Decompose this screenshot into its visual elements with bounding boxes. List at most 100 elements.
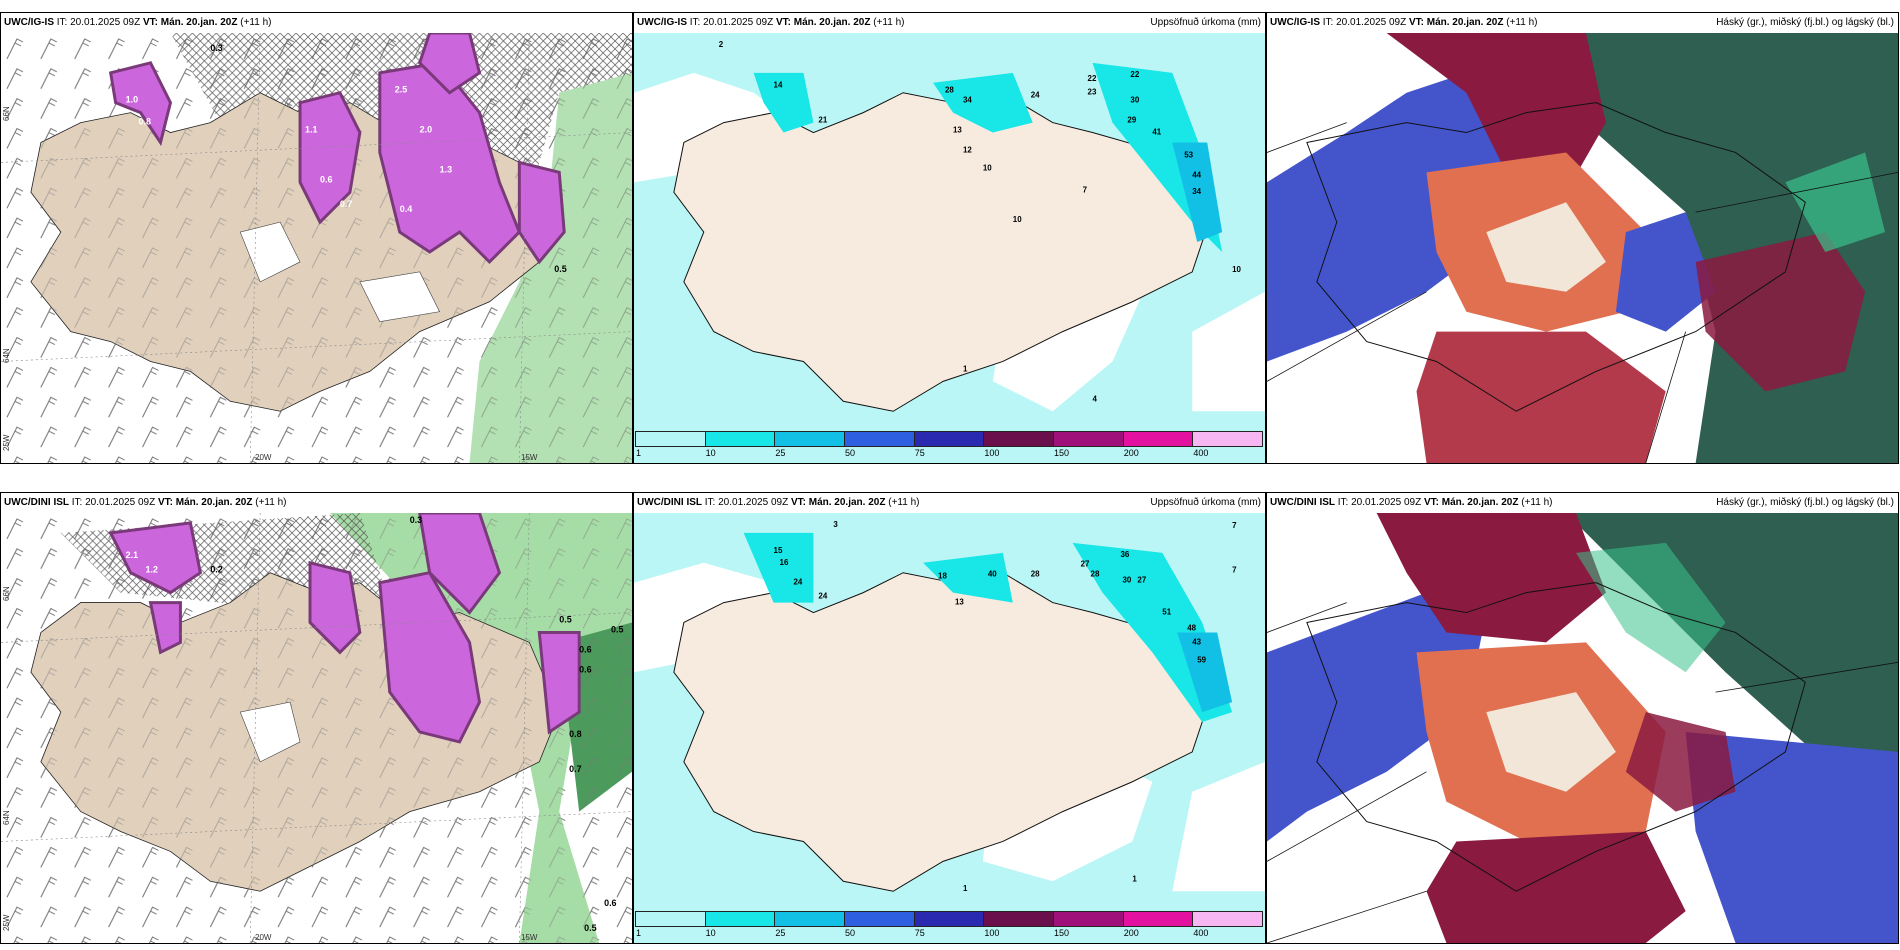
map-canvas xyxy=(1267,513,1898,943)
precip-value: 1 xyxy=(963,884,968,893)
valid-time-label: VT: xyxy=(775,17,791,28)
snow-value: 0.8 xyxy=(569,729,581,739)
snow-value: 2.1 xyxy=(126,550,138,560)
map-canvas xyxy=(1267,33,1898,463)
snow-value: 0.6 xyxy=(579,664,591,674)
precip-value: 21 xyxy=(818,116,827,125)
precip-value: 43 xyxy=(1192,637,1201,646)
lon-label: 20W xyxy=(255,933,272,942)
map-canvas: 3 15 16 24 24 18 13 40 28 27 28 36 30 27… xyxy=(634,513,1265,943)
panel-header: UWC/DINI ISL IT: 20.01.2025 09Z VT: Mán.… xyxy=(1,493,632,513)
colorbar-tick: 50 xyxy=(845,448,856,458)
colorbar-tick: 25 xyxy=(775,928,786,938)
model-name: UWC/IG-IS xyxy=(1270,17,1320,28)
precip-value: 28 xyxy=(1091,570,1100,579)
map-panel-top-right: UWC/IG-IS IT: 20.01.2025 09Z VT: Mán. 20… xyxy=(1266,12,1899,464)
precip-value: 53 xyxy=(1184,150,1193,159)
colorbar-bin xyxy=(983,911,1055,927)
precip-value: 34 xyxy=(1192,187,1201,196)
snow-value: 0.4 xyxy=(400,204,412,214)
snow-value: 0.3 xyxy=(210,43,222,53)
colorbar-bin xyxy=(1192,431,1264,447)
lat-label: 64N xyxy=(2,810,11,825)
colorbar-bin xyxy=(913,911,985,927)
valid-time-label: VT: xyxy=(142,17,158,28)
init-time: IT: 20.01.2025 09Z xyxy=(71,497,156,508)
snow-value: 2.0 xyxy=(420,125,432,135)
lat-label: 66N xyxy=(2,106,11,121)
colorbar-tick: 400 xyxy=(1193,928,1209,938)
lon-label: 25W xyxy=(2,434,11,451)
colorbar-tick: 75 xyxy=(914,448,925,458)
lead-time: (+11 h) xyxy=(1506,17,1538,28)
valid-time: Mán. 20.jan. 20Z xyxy=(175,497,253,508)
snow-value: 0.6 xyxy=(320,174,332,184)
lead-time: (+11 h) xyxy=(1521,497,1553,508)
map-panel-bottom-right: UWC/DINI ISL IT: 20.01.2025 09Z VT: Mán.… xyxy=(1266,492,1899,944)
colorbar-tick: 400 xyxy=(1193,448,1209,458)
precip-value: 34 xyxy=(963,96,972,105)
init-time: IT: 20.01.2025 09Z xyxy=(1322,17,1407,28)
colorbar-bin xyxy=(844,431,915,447)
cloud-map xyxy=(1267,33,1898,463)
map-panel-bottom-mid: UWC/DINI ISL IT: 20.01.2025 09Z VT: Mán.… xyxy=(633,492,1266,944)
init-time: IT: 20.01.2025 09Z xyxy=(704,497,789,508)
colorbar-tick: 50 xyxy=(845,928,856,938)
snow-value: 1.2 xyxy=(146,565,158,575)
map-panel-top-left: UWC/IG-IS IT: 20.01.2025 09Z VT: Mán. 20… xyxy=(0,12,633,464)
precip-value: 24 xyxy=(1031,91,1040,100)
panel-header: UWC/IG-IS IT: 20.01.2025 09Z VT: Mán. 20… xyxy=(1267,13,1898,33)
init-time: IT: 20.01.2025 09Z xyxy=(56,17,141,28)
precip-value: 7 xyxy=(1232,566,1237,575)
colorbar-ticks: 1 10 25 50 75 100 150 200 400 xyxy=(636,928,1263,941)
lead-time: (+11 h) xyxy=(240,17,272,28)
init-time: IT: 20.01.2025 09Z xyxy=(1337,497,1422,508)
colorbar-tick: 150 xyxy=(1054,928,1070,938)
snow-value: 0.5 xyxy=(554,264,566,274)
panel-title: Uppsöfnuð úrkoma (mm) xyxy=(1150,497,1261,508)
panel-header: UWC/IG-IS IT: 20.01.2025 09Z VT: Mán. 20… xyxy=(634,13,1265,33)
model-name: UWC/DINI ISL xyxy=(637,497,702,508)
colorbar-bin xyxy=(1053,911,1124,927)
lat-label: 64N xyxy=(2,348,11,363)
model-name: UWC/IG-IS xyxy=(4,17,54,28)
snow-value: 0.3 xyxy=(410,515,422,525)
precip-value: 48 xyxy=(1187,623,1196,632)
precip-value: 40 xyxy=(988,570,997,579)
snow-value: 2.5 xyxy=(395,85,407,95)
map-canvas: 0.3 2.1 1.2 0.2 0.5 0.5 0.6 0.6 0.8 0.7 … xyxy=(1,513,632,943)
precip-value: 10 xyxy=(1013,215,1022,224)
panel-title: Háský (gr.), miðský (fj.bl.) og lágský (… xyxy=(1716,497,1894,508)
precip-value: 30 xyxy=(1130,96,1139,105)
lon-label: 15W xyxy=(521,453,538,462)
model-name: UWC/DINI ISL xyxy=(4,497,69,508)
cloud-map xyxy=(1267,513,1898,943)
valid-time: Mán. 20.jan. 20Z xyxy=(160,17,238,28)
precip-value: 22 xyxy=(1088,74,1097,83)
precip-value: 24 xyxy=(818,592,827,601)
precip-value: 13 xyxy=(953,126,962,135)
valid-time: Mán. 20.jan. 20Z xyxy=(793,17,871,28)
valid-time-label: VT: xyxy=(1423,497,1439,508)
precip-value: 10 xyxy=(1232,265,1241,274)
lon-label: 20W xyxy=(255,453,272,462)
precip-value: 24 xyxy=(793,578,802,587)
colorbar-bin xyxy=(983,431,1055,447)
lon-label: 25W xyxy=(2,914,11,931)
precip-value: 27 xyxy=(1081,560,1090,569)
snow-value: 1.0 xyxy=(126,95,138,105)
lead-time: (+11 h) xyxy=(255,497,287,508)
colorbar-bin xyxy=(635,911,706,927)
colorbar-bin xyxy=(774,431,846,447)
colorbar-tick: 75 xyxy=(914,928,925,938)
lead-time: (+11 h) xyxy=(888,497,920,508)
precip-value: 1 xyxy=(1132,874,1137,883)
map-canvas: 1.0 0.8 1.1 2.5 2.0 1.3 0.6 0.7 0.4 0.3 … xyxy=(1,33,632,463)
colorbar-bin xyxy=(704,431,776,447)
precip-colorbar xyxy=(635,911,1264,927)
precip-value: 15 xyxy=(774,546,783,555)
precip-value: 51 xyxy=(1162,608,1171,617)
colorbar-bin xyxy=(1122,431,1194,447)
colorbar-tick: 100 xyxy=(984,448,1000,458)
valid-time: Mán. 20.jan. 20Z xyxy=(808,497,886,508)
